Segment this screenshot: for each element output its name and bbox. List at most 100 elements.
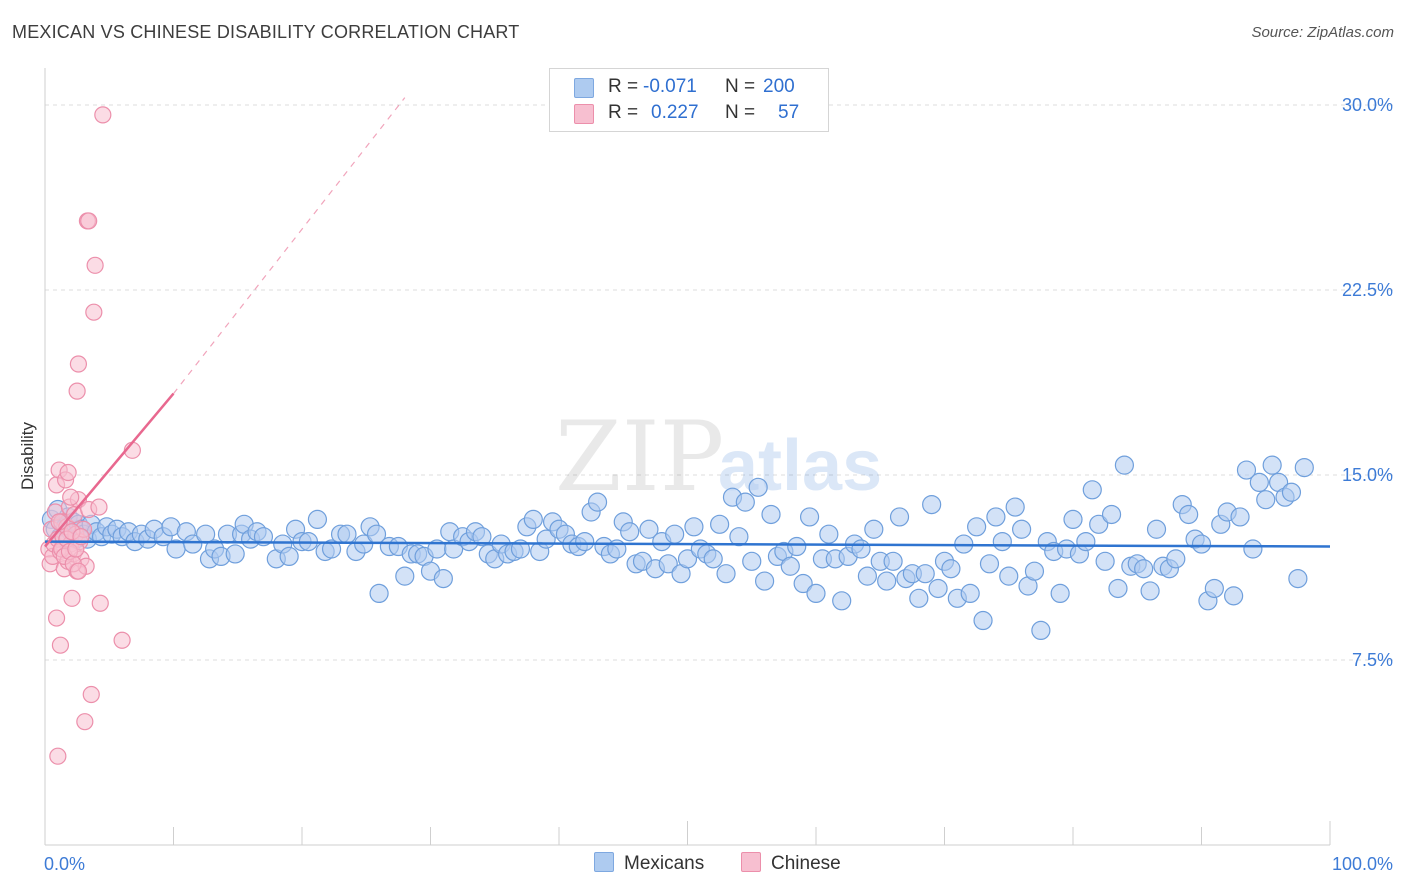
- chinese-point: [76, 713, 94, 731]
- x-tick-label-min: 0.0%: [44, 854, 85, 874]
- mexicans-point: [806, 583, 826, 604]
- mexicans-point: [915, 564, 935, 584]
- mexicans-point: [1011, 519, 1032, 539]
- chinese-point: [68, 382, 86, 400]
- correlation-legend: R = -0.071 N = 200 R = 0.227 N = 57: [549, 68, 829, 132]
- mexicans-point: [1243, 539, 1263, 559]
- mexicans-point: [941, 559, 961, 579]
- mexicans-point: [1101, 504, 1122, 525]
- legend-swatch-chinese: [574, 104, 594, 124]
- watermark-zip: ZIP: [555, 401, 724, 513]
- mexicans-point: [928, 578, 948, 599]
- mexicans-point: [183, 534, 203, 554]
- mexicans-point: [857, 566, 878, 586]
- mexicans-point: [1134, 559, 1154, 579]
- legend-r-value: -0.071: [643, 76, 697, 97]
- chinese-point: [85, 303, 103, 321]
- mexicans-point: [1146, 519, 1167, 539]
- mexicans-point: [735, 492, 755, 512]
- mexicans-point: [1140, 581, 1160, 601]
- mexicans-point: [703, 549, 723, 569]
- chinese-points: [40, 106, 141, 765]
- mexicans-point: [395, 566, 415, 586]
- mexicans-point: [253, 527, 274, 547]
- legend-n-label: N =: [725, 102, 756, 123]
- mexicans-point: [1166, 549, 1186, 569]
- legend-n-label: N =: [725, 76, 756, 97]
- chinese-point: [69, 355, 88, 373]
- mexicans-point: [1288, 568, 1308, 589]
- y-tick-label: 7.5%: [1352, 650, 1393, 670]
- chinese-point: [91, 594, 109, 612]
- mexicans-point: [1281, 482, 1302, 502]
- mexicans-point: [1230, 507, 1250, 527]
- y-axis-label: Disability: [18, 421, 37, 490]
- y-tick-label: 30.0%: [1342, 95, 1393, 115]
- mexicans-point: [793, 573, 813, 594]
- chinese-point: [86, 256, 104, 274]
- y-tick-label: 22.5%: [1342, 280, 1393, 300]
- mexicans-point: [321, 539, 342, 559]
- mexicans-point: [1256, 490, 1276, 510]
- chinese-point: [90, 498, 108, 516]
- mexicans-point: [684, 517, 704, 537]
- tick-labels: 7.5% 15.0% 22.5% 30.0% 0.0% 100.0%: [44, 95, 1393, 874]
- mexicans-point: [665, 524, 685, 544]
- mexicans-point: [999, 566, 1019, 586]
- mexicans-point: [986, 507, 1006, 527]
- chinese-point: [62, 488, 80, 506]
- chinese-trend-extension: [173, 97, 406, 394]
- mexicans-point: [883, 551, 903, 571]
- mexicans-point: [639, 519, 659, 539]
- chinese-point: [63, 589, 81, 607]
- mexicans-point: [1024, 561, 1045, 581]
- mexicans-point: [587, 492, 608, 512]
- chinese-point: [80, 212, 98, 230]
- mexicans-point: [658, 554, 678, 574]
- mexicans-point: [1095, 551, 1115, 571]
- mexicans-point: [1224, 586, 1244, 606]
- mexicans-point: [967, 517, 987, 537]
- trend-lines: [44, 97, 1331, 548]
- y-tick-label: 15.0%: [1342, 465, 1393, 485]
- chinese-point: [94, 106, 112, 124]
- mexicans-point: [225, 544, 245, 564]
- legend-n-value: 200: [763, 76, 795, 97]
- mexicans-point: [992, 531, 1012, 552]
- mexicans-point: [761, 504, 781, 525]
- mexicans-point: [864, 519, 884, 539]
- mexicans-point: [877, 571, 897, 591]
- chinese-point: [113, 631, 131, 649]
- mexicans-point: [1063, 509, 1083, 530]
- axes: [44, 68, 1331, 846]
- mexicans-point: [819, 524, 839, 544]
- legend-r-label: R =: [608, 76, 639, 97]
- mexicans-point: [1082, 480, 1102, 500]
- mexicans-point: [1249, 472, 1269, 492]
- mexicans-point: [307, 509, 328, 530]
- legend-r-label: R =: [608, 102, 639, 123]
- mexicans-point: [1236, 460, 1257, 480]
- mexicans-point: [716, 564, 736, 584]
- bottom-legend-mexicans: Mexicans: [594, 852, 704, 875]
- mexicans-point: [979, 554, 1000, 574]
- mexicans-point: [748, 477, 768, 497]
- legend-r-value: 0.227: [651, 102, 699, 123]
- chinese-point: [82, 685, 100, 704]
- chinese-point: [59, 463, 77, 482]
- mexicans-point: [1076, 531, 1096, 552]
- mexicans-point: [620, 522, 640, 542]
- mexicans-point: [575, 531, 595, 552]
- bottom-legend-label-chinese: Chinese: [771, 853, 841, 874]
- legend-n-value: 57: [778, 102, 800, 123]
- mexicans-point: [909, 588, 929, 608]
- chart-title: MEXICAN VS CHINESE DISABILITY CORRELATIO…: [12, 22, 520, 42]
- mexicans-point: [337, 524, 357, 544]
- mexicans-point: [1050, 583, 1070, 604]
- mexicans-point: [754, 571, 775, 591]
- mexicans-point: [369, 583, 389, 604]
- mexicans-point: [1089, 514, 1109, 534]
- mexicans-point: [1005, 497, 1025, 517]
- mexicans-point: [710, 514, 730, 534]
